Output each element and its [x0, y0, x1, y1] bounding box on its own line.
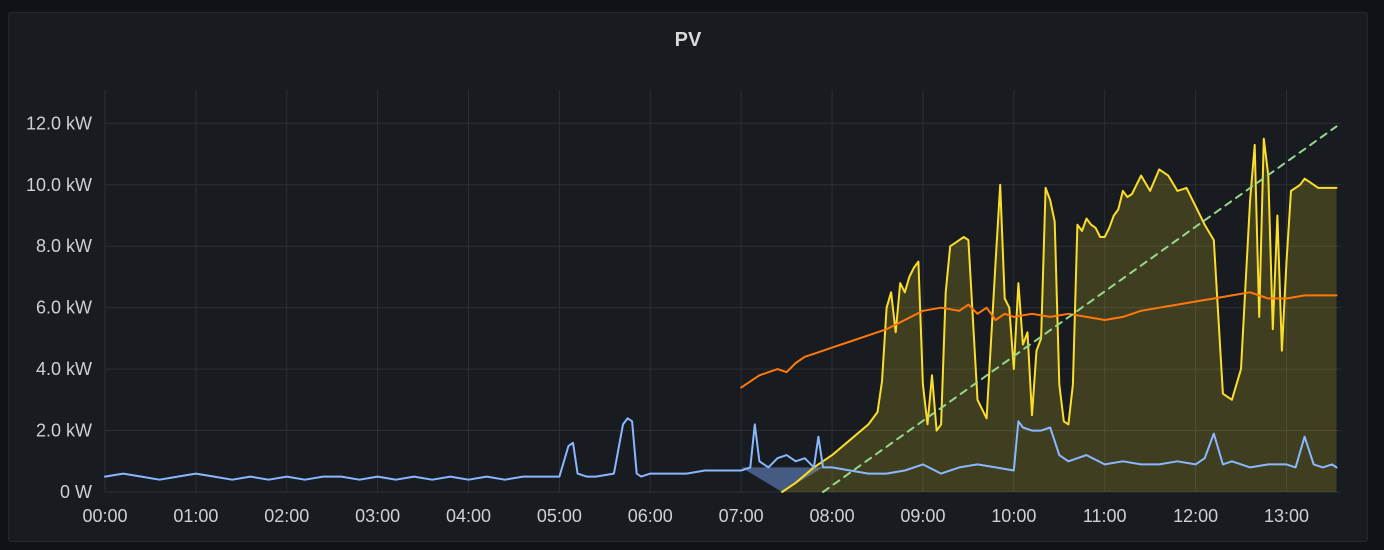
x-tick-label: 08:00 — [810, 506, 855, 526]
blue-shaded-region — [741, 467, 823, 492]
y-tick-label: 10.0 kW — [26, 175, 92, 195]
pv-yellow-line — [781, 137, 1338, 493]
y-tick-label: 8.0 kW — [36, 236, 92, 256]
x-tick-label: 04:00 — [446, 506, 491, 526]
x-tick-label: 07:00 — [719, 506, 764, 526]
x-axis-ticks: 00:00 01:00 02:00 03:00 04:00 05:00 06:00 07:00… — [82, 506, 1309, 526]
area-fills — [741, 138, 1337, 492]
x-tick-label: 05:00 — [537, 506, 582, 526]
y-tick-label: 12.0 kW — [26, 113, 92, 133]
x-tick-label: 12:00 — [1173, 506, 1218, 526]
x-tick-label: 10:00 — [991, 506, 1036, 526]
x-tick-label: 11:00 — [1083, 506, 1127, 526]
x-tick-label: 09:00 — [900, 506, 945, 526]
pv-yellow-area — [782, 138, 1337, 492]
x-tick-label: 00:00 — [82, 506, 127, 526]
pv-orange-line — [740, 291, 1338, 389]
chart-panel: PV — [8, 12, 1368, 542]
x-tick-label: 02:00 — [264, 506, 309, 526]
series-lines — [104, 125, 1338, 493]
grid-lines — [104, 90, 1341, 493]
x-tick-label: 01:00 — [173, 506, 218, 526]
y-tick-label: 6.0 kW — [36, 298, 92, 318]
load-blue-line — [104, 417, 1338, 481]
y-axis-ticks: 0 W 2.0 kW 4.0 kW 6.0 kW 8.0 kW 10.0 kW 12.0 k… — [26, 113, 92, 502]
panel-title: PV — [674, 29, 702, 51]
forecast-green-line — [822, 125, 1338, 493]
x-tick-label: 06:00 — [628, 506, 673, 526]
x-tick-label: 13:00 — [1264, 506, 1309, 526]
x-tick-label: 03:00 — [355, 506, 400, 526]
y-tick-label: 4.0 kW — [36, 359, 92, 379]
y-tick-label: 2.0 kW — [36, 421, 92, 441]
y-tick-label: 0 W — [60, 482, 92, 502]
